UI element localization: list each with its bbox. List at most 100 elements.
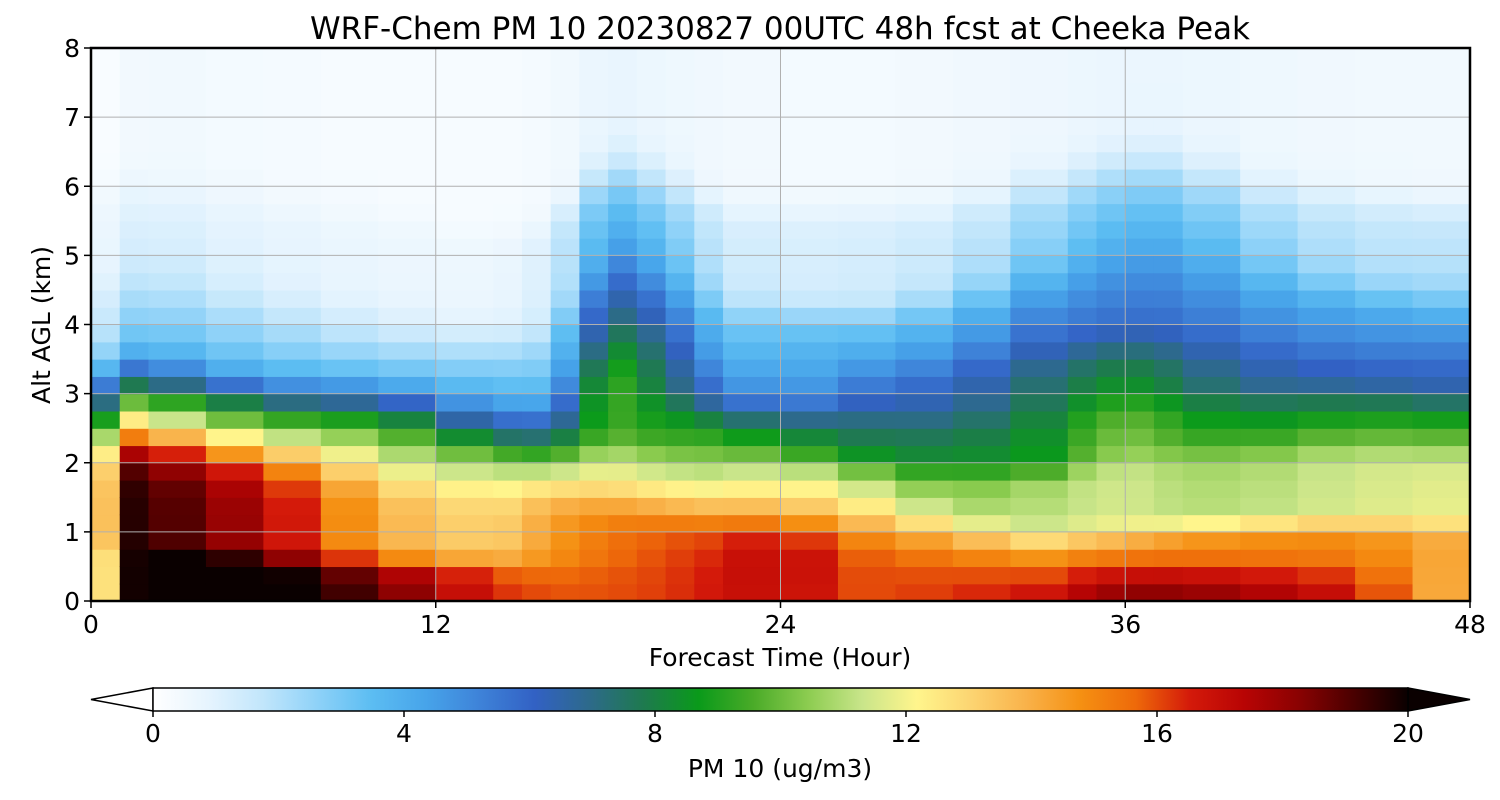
field-cell [320, 255, 379, 274]
field-cell [148, 514, 207, 533]
field-cell [723, 445, 782, 464]
field-cell [1125, 186, 1155, 205]
field-cell [378, 307, 437, 326]
field-cell [1240, 289, 1299, 308]
field-cell [1355, 531, 1414, 550]
y-tick-label: 8 [64, 34, 80, 63]
field-cell [608, 376, 638, 395]
field-cell [1153, 117, 1184, 136]
field-cell [1153, 324, 1184, 343]
field-cell [320, 203, 379, 222]
field-cell [378, 376, 437, 395]
field-cell [1153, 48, 1184, 84]
field-cell [1153, 289, 1184, 308]
field-cell [435, 307, 494, 326]
field-cell [1297, 497, 1356, 516]
field-cell [837, 376, 897, 395]
field-cell [952, 238, 1011, 256]
field-cell [148, 134, 207, 153]
field-cell [636, 428, 667, 447]
field-cell [1355, 151, 1414, 170]
field-cell [1297, 289, 1356, 308]
field-cell [1096, 445, 1126, 464]
field-cell [1010, 186, 1069, 205]
field-cell [952, 514, 1011, 533]
field-cell [780, 220, 839, 239]
field-cell [1010, 255, 1069, 274]
field-cell [837, 238, 897, 256]
field-cell [1182, 583, 1241, 601]
field-cell [1067, 462, 1098, 481]
field-cell [579, 445, 609, 464]
field-cell [493, 117, 523, 136]
field-cell [837, 220, 897, 239]
field-cell [895, 428, 954, 447]
field-cell [119, 428, 150, 447]
field-cell [579, 82, 609, 118]
field-cell [579, 531, 609, 550]
field-cell [1412, 549, 1470, 568]
field-cell [1125, 393, 1155, 412]
field-cell [1240, 341, 1299, 360]
field-cell [694, 82, 724, 118]
field-cell [665, 272, 695, 291]
field-cell [263, 255, 322, 274]
field-cell [1096, 220, 1126, 239]
field-cell [1412, 134, 1470, 153]
field-cell [320, 168, 379, 187]
field-cell [263, 307, 322, 326]
field-cell [579, 151, 609, 170]
field-cell [608, 480, 638, 498]
field-cell [205, 549, 264, 568]
field-cell [694, 549, 724, 568]
field-cell [952, 549, 1011, 568]
field-cell [119, 307, 150, 326]
field-cell [608, 151, 638, 170]
field-cell [952, 583, 1011, 601]
field-cell [320, 462, 379, 481]
field-cell [1182, 117, 1241, 136]
field-cell [550, 151, 580, 170]
field-cell [91, 255, 121, 274]
field-cell [378, 359, 437, 377]
field-cell [550, 341, 580, 360]
field-cell [521, 497, 552, 516]
field-cell [952, 220, 1011, 239]
field-cell [1297, 307, 1356, 326]
field-cell [1067, 480, 1098, 498]
field-cell [723, 480, 782, 498]
field-cell [148, 238, 207, 256]
field-cell [952, 151, 1011, 170]
field-cell [550, 480, 580, 498]
field-cell [780, 272, 839, 291]
field-cell [205, 497, 264, 516]
field-cell [694, 186, 724, 205]
field-cell [1355, 203, 1414, 222]
x-axis: 0 12 24 36 48 [83, 601, 1486, 639]
field-cell [1010, 134, 1069, 153]
field-cell [665, 255, 695, 274]
field-cell [636, 134, 667, 153]
field-cell [952, 359, 1011, 377]
field-cell [378, 393, 437, 412]
field-cell [895, 289, 954, 308]
field-cell [665, 514, 695, 533]
field-cell [550, 376, 580, 395]
field-cell [1240, 445, 1299, 464]
field-cell [119, 324, 150, 343]
field-cell [723, 514, 782, 533]
field-cell [694, 307, 724, 326]
field-cell [1182, 255, 1241, 274]
colorbar-tick-label: 20 [1392, 719, 1424, 748]
field-cell [723, 410, 782, 429]
field-cell [636, 376, 667, 395]
field-cell [1355, 220, 1414, 239]
field-cell [1125, 566, 1155, 585]
field-cell [378, 324, 437, 343]
field-cell [1125, 238, 1155, 256]
field-cell [1182, 393, 1241, 412]
field-cell [1355, 514, 1414, 533]
field-cell [837, 497, 897, 516]
field-cell [521, 203, 552, 222]
